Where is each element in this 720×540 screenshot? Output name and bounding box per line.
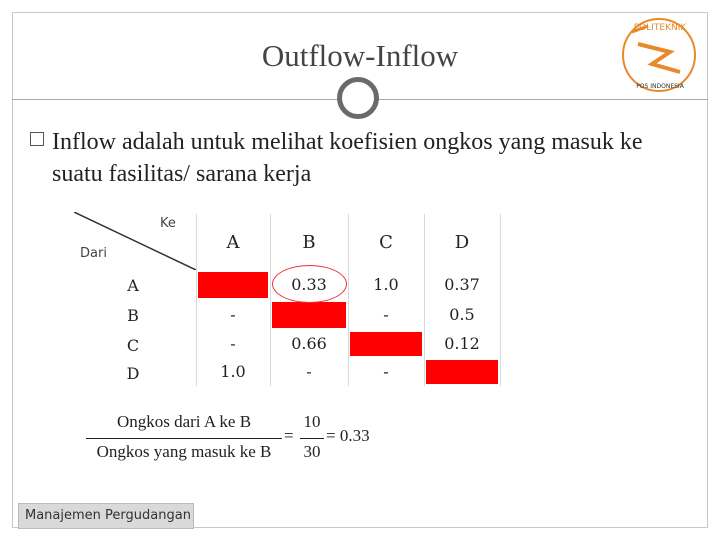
table-cell (198, 272, 268, 298)
table-cell: 0.37 (444, 275, 480, 294)
table-cell (350, 332, 422, 356)
table-corner-header: Ke Dari (74, 212, 196, 270)
formula-den-value: 30 (303, 442, 321, 461)
table-cell (426, 360, 498, 384)
row-header-d: D (126, 364, 140, 383)
table-cell: - (383, 305, 389, 324)
table-grid-line (424, 214, 425, 386)
formula-denominator: Ongkos yang masuk ke B (96, 442, 272, 461)
table-cell: 1.0 (373, 275, 399, 294)
table-grid-line (348, 214, 349, 386)
table-cell: - (230, 334, 236, 353)
column-header-b: B (302, 232, 316, 253)
table-grid-line (270, 214, 271, 386)
divider-circle-ornament (337, 77, 379, 119)
bullet-point: Inflow adalah untuk melihat koefisien on… (30, 126, 670, 190)
table-cell: - (306, 362, 312, 381)
svg-text:POLITEKNIK: POLITEKNIK (634, 23, 688, 33)
row-header-c: C (126, 336, 140, 355)
column-header-a: A (226, 232, 240, 253)
table-cell: - (230, 305, 236, 324)
highlight-oval (272, 265, 347, 303)
bullet-marker-icon (30, 132, 44, 146)
bullet-text: Inflow adalah untuk melihat koefisien on… (52, 129, 643, 187)
coefficient-formula: Ongkos dari A ke B Ongkos yang masuk ke … (86, 408, 386, 468)
table-cell: - (383, 362, 389, 381)
row-header-b: B (127, 306, 139, 325)
table-cell: 0.5 (449, 305, 475, 324)
column-header-d: D (454, 232, 470, 253)
slide-frame (12, 12, 708, 528)
slide-title: Outflow-Inflow (261, 38, 459, 73)
fraction-bar (86, 438, 282, 439)
fraction-bar-values (300, 438, 324, 439)
svg-text:POS INDONESIA: POS INDONESIA (636, 83, 685, 90)
politeknik-logo: POLITEKNIK POS INDONESIA (618, 14, 700, 96)
row-header-a: A (127, 276, 139, 295)
formula-numerator: Ongkos dari A ke B (116, 412, 252, 431)
table-cell: 0.66 (291, 334, 327, 353)
formula-num-value: 10 (303, 412, 321, 431)
formula-equals: = (284, 426, 294, 445)
table-cell: 1.0 (220, 362, 246, 381)
formula-result: = 0.33 (326, 426, 370, 445)
corner-from-label: Dari (80, 246, 107, 261)
table-cell: 0.12 (444, 334, 480, 353)
corner-to-label: Ke (160, 216, 176, 231)
table-grid-line (196, 214, 197, 386)
footer-label: Manajemen Pergudangan (18, 503, 194, 529)
column-header-c: C (379, 232, 393, 253)
table-grid-line (500, 214, 501, 386)
table-cell (272, 302, 346, 328)
